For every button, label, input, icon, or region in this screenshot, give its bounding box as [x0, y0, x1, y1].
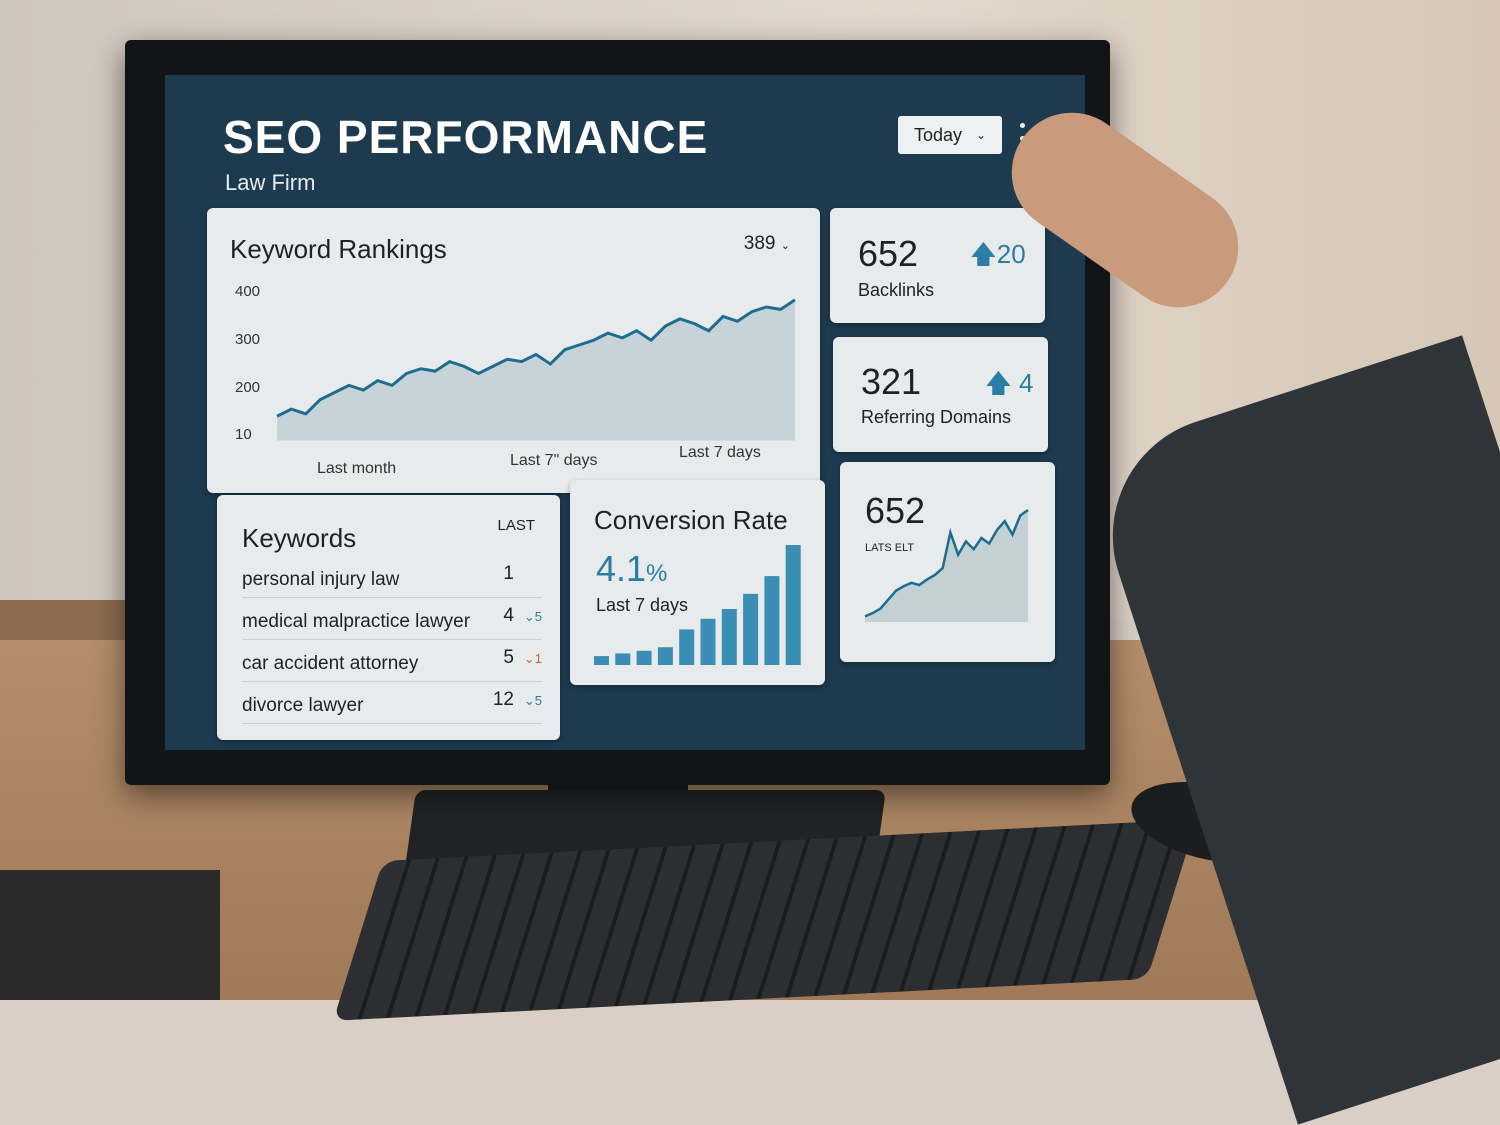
keyword-rank: 1 [503, 563, 514, 584]
x-tick-label: Last 7 days [679, 444, 761, 461]
bar [679, 629, 695, 665]
chevron-down-icon: ⌄ [780, 240, 790, 252]
backlinks-card: 652 🡅20 Backlinks [830, 208, 1045, 323]
series-line [276, 298, 796, 418]
keyword-change: ⌄5 [523, 609, 542, 624]
keyword-rankings-select[interactable]: 389 ⌄ [744, 233, 790, 255]
keyword-change: ⌄5 [523, 693, 542, 708]
page-title: SEO PERFORMANCE [223, 111, 709, 163]
chevron-down-icon: ⌄ [975, 128, 987, 142]
keywords-card: Keywords LAST personal injury law 1 medi… [217, 495, 560, 740]
bar [615, 653, 631, 665]
bar [636, 650, 652, 665]
date-range-select[interactable]: Today ⌄ [898, 116, 1002, 154]
arrow-up-icon: 🡅 [970, 239, 997, 269]
mini-trend-chart [864, 508, 1029, 622]
keyword-name: divorce lawyer [242, 695, 364, 716]
area-fill [277, 299, 795, 440]
backlinks-label: Backlinks [858, 280, 935, 300]
keyword-rank: 4 [503, 605, 514, 626]
dashboard-screen: SEO PERFORMANCE Law Firm Today ⌄ Keyword… [165, 75, 1085, 750]
keywords-column-header: LAST [497, 517, 535, 534]
series-line [864, 508, 1029, 618]
keyword-rank: 12 [492, 689, 514, 710]
backlinks-delta: 🡅20 [970, 239, 1026, 269]
mini-trend-card: 652 LATS ELT [840, 462, 1055, 662]
referring-domains-card: 321 🡅 4 Referring Domains [833, 337, 1048, 452]
mini-trend-value: 652 [865, 490, 926, 531]
keyword-rank: 5 [503, 647, 514, 668]
y-tick-label: 400 [235, 283, 260, 300]
bar [657, 647, 673, 665]
arrow-up-icon: 🡅 [985, 368, 1012, 398]
conversion-rate-period: Last 7 days [596, 595, 689, 615]
mini-trend-label: LATS ELT [865, 542, 915, 554]
keyword-rankings-value: 389 [743, 233, 776, 254]
keyword-change: ⌄1 [523, 651, 542, 666]
referring-domains-value: 321 [861, 361, 922, 402]
referring-domains-delta: 🡅 4 [985, 368, 1034, 398]
keyword-name: car accident attorney [242, 653, 419, 674]
bar [743, 593, 759, 665]
keyword-row[interactable]: medical malpractice lawyer 4 ⌄5 [242, 599, 542, 640]
conversion-rate-card: Conversion Rate 4.1% Last 7 days [570, 480, 825, 685]
referring-domains-label: Referring Domains [861, 407, 1012, 427]
keyword-rankings-title: Keyword Rankings [230, 234, 447, 264]
conversion-rate-title: Conversion Rate [594, 505, 788, 535]
date-range-value: Today [913, 124, 962, 145]
bar [785, 545, 801, 665]
bar [721, 609, 737, 665]
bar [764, 576, 780, 665]
x-tick-label: Last 7" days [510, 452, 598, 469]
tablet [0, 870, 220, 1000]
keyword-row[interactable]: divorce lawyer 12 ⌄5 [242, 683, 542, 724]
area-fill [865, 510, 1028, 622]
conversion-rate-chart [594, 545, 801, 665]
keywords-title: Keywords [242, 523, 357, 553]
page-subtitle: Law Firm [225, 170, 316, 195]
keyword-row[interactable]: personal injury law 1 [242, 557, 542, 598]
bar [700, 618, 716, 665]
y-tick-label: 10 [235, 426, 252, 443]
y-tick-label: 200 [235, 379, 260, 396]
keyword-rankings-card: Keyword Rankings 389 ⌄ 400 300 200 10 Last m… [207, 208, 820, 493]
bar [594, 656, 609, 665]
keyword-row[interactable]: car accident attorney 5 ⌄1 [242, 641, 542, 682]
keyword-rankings-chart: 400 300 200 10 Last month Last 7" days Last 7 … [235, 283, 796, 477]
conversion-rate-value: 4.1% [596, 548, 668, 589]
x-tick-label: Last month [317, 460, 396, 477]
keyword-name: medical malpractice lawyer [242, 611, 471, 632]
backlinks-value: 652 [858, 233, 919, 274]
y-tick-label: 300 [235, 331, 260, 348]
keyword-name: personal injury law [242, 569, 400, 590]
